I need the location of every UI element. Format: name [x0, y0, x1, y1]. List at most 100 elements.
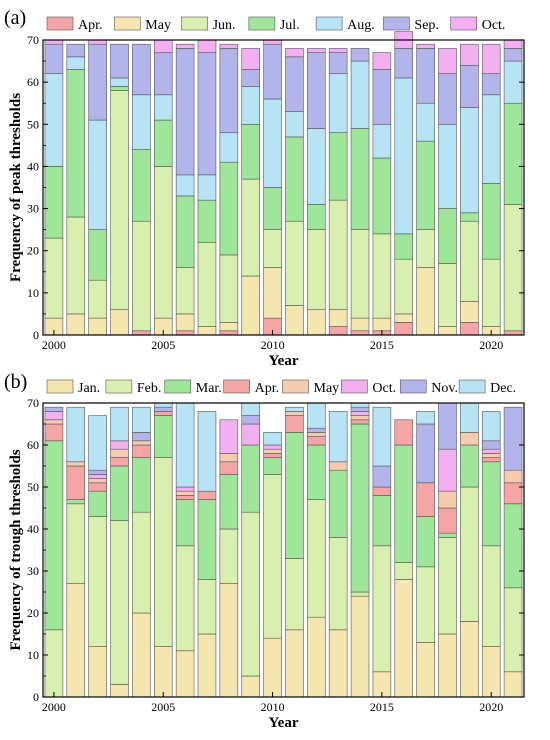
bar-segment: [219, 254, 239, 323]
bar-segment: [197, 579, 217, 635]
bar-segment: [88, 490, 107, 517]
legend-swatch: [458, 379, 486, 394]
y-tick-label: 50: [27, 117, 39, 131]
bar-segment: [175, 313, 195, 332]
bar-segment: [132, 94, 151, 150]
bar-segment: [460, 444, 479, 488]
bar-segment: [263, 444, 282, 450]
y-tick-label: 50: [27, 480, 39, 494]
bar-segment: [328, 73, 348, 134]
bar-segment: [481, 411, 501, 442]
bar-segment: [307, 499, 326, 618]
bar-segment: [460, 322, 479, 336]
bar-segment: [263, 39, 282, 45]
bar-segment: [460, 300, 479, 323]
bar-segment: [132, 444, 151, 458]
bar-segment: [219, 453, 239, 463]
bar-segment: [350, 591, 370, 597]
legend-swatch: [113, 16, 141, 31]
legend-label: Sep.: [414, 18, 439, 33]
legend-swatch: [399, 379, 427, 394]
bar-segment: [503, 102, 523, 205]
bar-segment: [503, 330, 523, 336]
bar-segment: [438, 490, 457, 509]
bar-segment: [285, 48, 304, 58]
bar-segment: [394, 48, 414, 79]
bar-segment: [219, 48, 239, 134]
y-tick-label: 60: [27, 75, 39, 89]
bar-segment: [460, 486, 479, 622]
bar-segment: [132, 406, 151, 433]
bar-segment: [438, 537, 457, 635]
bar-segment: [175, 650, 195, 698]
bar-segment: [350, 595, 370, 698]
y-tick-label: 10: [27, 286, 39, 300]
bar-segment: [175, 48, 195, 176]
bar-segment: [175, 174, 195, 197]
bar-segment: [503, 469, 523, 484]
bar-segment: [460, 107, 479, 214]
bar-segment: [416, 43, 435, 49]
y-tick-label: 40: [27, 159, 39, 173]
bar-segment: [66, 69, 86, 218]
bar-segment: [307, 444, 326, 500]
bar-segment: [285, 305, 304, 336]
bar-segment: [416, 229, 435, 268]
bar-segment: [263, 453, 282, 458]
bar-segment: [481, 73, 501, 96]
bar-segment: [110, 309, 129, 336]
bar-segment: [460, 212, 479, 222]
bar-segment: [328, 461, 348, 471]
bar-segment: [438, 633, 457, 698]
bar-segment: [307, 436, 326, 446]
bar-segment: [110, 43, 129, 79]
bar-segment: [66, 465, 86, 500]
bar-segment: [481, 545, 501, 647]
bar-segment: [197, 199, 217, 243]
bar-segment: [481, 457, 501, 463]
bar-segment: [175, 486, 195, 492]
legend-swatch: [315, 16, 343, 31]
bar-segment: [438, 507, 457, 534]
bar-segment: [285, 432, 304, 559]
legend-swatch: [181, 16, 208, 31]
bar-segment: [328, 326, 348, 336]
y-tick-label: 20: [27, 244, 39, 258]
y-tick-label: 30: [27, 202, 39, 216]
bar-segment: [219, 583, 239, 698]
bar-segment: [307, 48, 326, 53]
bar-segment: [132, 440, 151, 446]
bar-segment: [394, 77, 414, 235]
bar-segment: [241, 402, 260, 416]
bar-segment: [175, 495, 195, 500]
bar-segment: [328, 199, 348, 311]
bar-segment: [394, 233, 414, 260]
bar-segment: [219, 161, 239, 256]
peak-thresholds-panel: 0 10 20 30 40 50 60 70 2000 2005 2010 2015 2020 Year F…: [4, 7, 525, 369]
bar-segment: [44, 73, 64, 167]
bar-segment: [44, 419, 64, 425]
bar-segment: [197, 411, 217, 492]
bar-segment: [372, 52, 392, 70]
bar-segment: [416, 267, 435, 336]
bar-segment: [285, 220, 304, 306]
bar-segment: [285, 558, 304, 631]
bar-segment: [132, 149, 151, 222]
bar-segment: [197, 633, 217, 698]
bar-segment: [132, 43, 151, 96]
bar-segment: [503, 503, 523, 589]
bar-segment: [416, 516, 435, 568]
bar-segment: [175, 267, 195, 315]
bar-segment: [263, 267, 282, 319]
bar-segment: [132, 612, 151, 698]
bar-segment: [44, 237, 64, 319]
bar-segment: [241, 511, 260, 677]
x-tick-label: 2005: [151, 700, 175, 714]
bar-segment: [481, 258, 501, 327]
bar-segment: [481, 448, 501, 454]
legend-label: Nov.: [431, 381, 458, 396]
bar-segment: [416, 482, 435, 517]
bar-segment: [438, 208, 457, 264]
bar-segment: [153, 415, 173, 458]
bar-segment: [219, 43, 239, 49]
